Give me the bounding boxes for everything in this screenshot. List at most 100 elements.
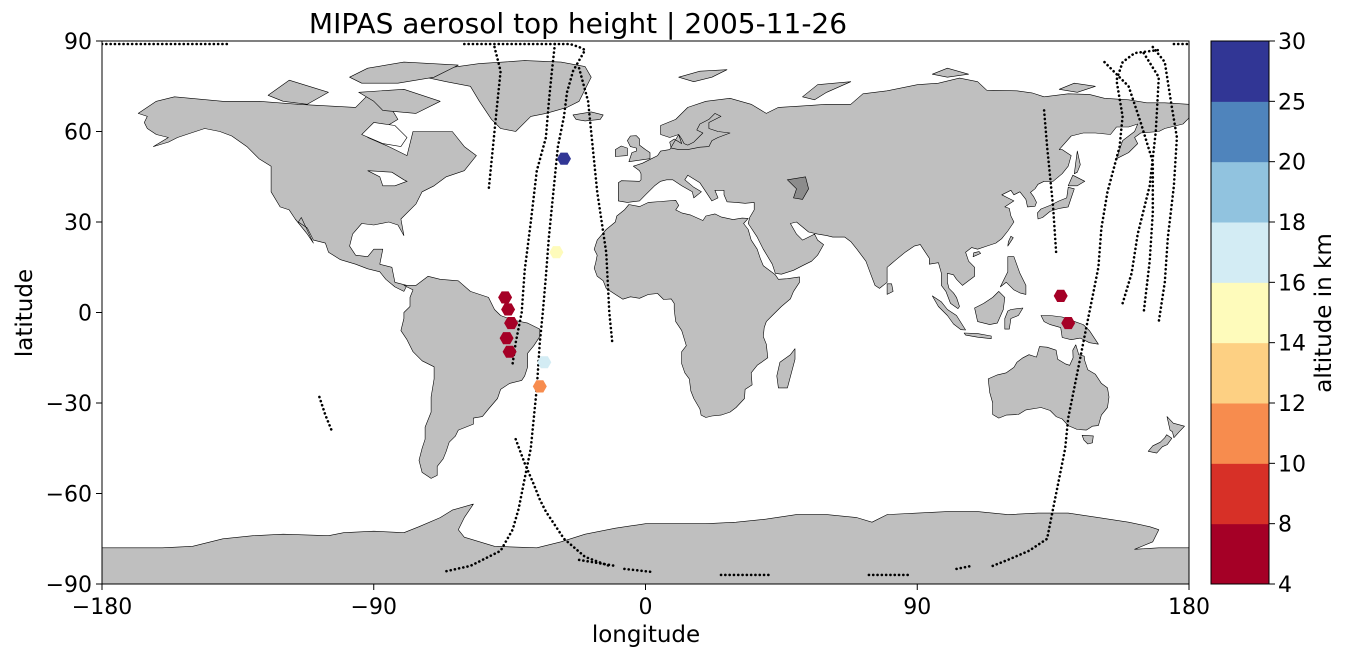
colorbar-tick-label: 8 xyxy=(1278,513,1292,538)
y-axis-label: latitude xyxy=(12,269,38,357)
aerosol-marker-4 xyxy=(504,317,519,330)
land-hainan xyxy=(972,251,981,257)
orbit-track-2 xyxy=(511,42,557,366)
aerosol-markers-layer xyxy=(498,152,1076,393)
orbit-track-11 xyxy=(955,564,973,571)
y-tick-label: 90 xyxy=(64,30,92,55)
land-south-america xyxy=(400,276,541,479)
land-sumatra xyxy=(932,295,966,331)
y-tick-label: −30 xyxy=(46,392,92,417)
orbit-track-6 xyxy=(318,395,333,432)
colorbar: 4 8 10 12 14 16 18 20 25 30 xyxy=(1210,30,1306,598)
land-tasmania xyxy=(1081,435,1094,445)
colorbar-segment-2 xyxy=(1211,403,1269,464)
orbit-track-7 xyxy=(577,558,617,568)
colorbar-tick-label: 16 xyxy=(1278,271,1306,296)
colorbar-frame xyxy=(1210,40,1270,585)
colorbar-tick-label: 18 xyxy=(1278,211,1306,236)
land-iceland xyxy=(572,111,604,122)
orbit-track-1 xyxy=(441,42,587,574)
land-scandinavia-svalbard xyxy=(678,69,728,82)
orbit-track-14 xyxy=(1103,60,1155,314)
colorbar-segment-1 xyxy=(1211,463,1269,525)
colorbar-segment-0 xyxy=(1211,523,1269,585)
land-taiwan-hainan xyxy=(1007,235,1014,247)
land-japan xyxy=(1037,187,1075,220)
land-antarctica xyxy=(102,503,1189,584)
x-axis: −180 −90 0 90 180 xyxy=(72,584,1210,620)
colorbar-tick-label: 20 xyxy=(1278,151,1306,176)
colorbar-tick-label: 12 xyxy=(1278,392,1306,417)
y-tick-label: −60 xyxy=(46,483,92,508)
x-tick-label: 90 xyxy=(903,595,931,620)
y-tick-label: −90 xyxy=(46,573,92,598)
land-severnaya-zemlya xyxy=(932,67,969,78)
water-hudson-bay xyxy=(361,122,408,147)
colorbar-tick-label: 14 xyxy=(1278,332,1306,357)
land-borneo xyxy=(974,291,1006,325)
water-caspian-sea xyxy=(786,176,809,200)
chart-title: MIPAS aerosol top height | 2005-11-26 xyxy=(309,7,847,40)
orbit-track-4 xyxy=(577,66,614,344)
land-canadian-arctic-3 xyxy=(349,61,459,84)
aerosol-marker-0 xyxy=(557,152,571,165)
x-tick-label: −90 xyxy=(351,595,397,620)
aerosol-marker-2 xyxy=(498,291,513,304)
orbit-tracks-layer xyxy=(102,42,1189,577)
y-axis: −90 −60 −30 0 30 60 90 xyxy=(46,30,102,598)
land-greenland xyxy=(424,60,592,132)
colorbar-segment-5 xyxy=(1211,222,1269,283)
aerosol-marker-8 xyxy=(532,380,547,393)
land-new-zealand-north xyxy=(1166,416,1185,438)
land-canadian-arctic-2 xyxy=(358,89,441,114)
aerosol-marker-10 xyxy=(1061,317,1076,330)
y-tick-label: 60 xyxy=(64,121,92,146)
colorbar-tick-label: 25 xyxy=(1278,90,1306,115)
land-new-siberian-islands xyxy=(1058,82,1096,93)
aerosol-marker-1 xyxy=(549,246,564,259)
land-sakhalin xyxy=(1074,150,1081,174)
aerosol-marker-3 xyxy=(501,303,516,316)
orbit-track-5 xyxy=(514,437,611,568)
colorbar-label: altitude in km xyxy=(1311,233,1337,393)
land-hokkaido xyxy=(1067,174,1086,187)
x-tick-label: 180 xyxy=(1168,595,1210,620)
x-tick-label: 0 xyxy=(639,595,653,620)
land-new-zealand-south xyxy=(1147,434,1173,454)
colorbar-segment-6 xyxy=(1211,161,1269,223)
water-great-lakes xyxy=(367,170,408,187)
aerosol-marker-6 xyxy=(502,345,517,358)
orbit-track-15 xyxy=(1151,45,1179,323)
orbit-track-3 xyxy=(487,45,502,194)
colorbar-segment-8 xyxy=(1211,41,1269,102)
land-sulawesi xyxy=(1004,307,1024,330)
orbit-track-16 xyxy=(1121,51,1161,305)
x-tick-label: −180 xyxy=(72,595,132,620)
colorbar-tick-label: 10 xyxy=(1278,452,1306,477)
aerosol-marker-9 xyxy=(1053,289,1068,302)
land-madagascar xyxy=(776,348,796,389)
y-tick-label: 0 xyxy=(78,302,92,327)
land-novaya-zemlya xyxy=(802,81,852,101)
colorbar-tick-label: 4 xyxy=(1278,573,1292,598)
land-north-america xyxy=(137,95,477,292)
land-arabia-sri-lanka xyxy=(886,283,894,295)
colorbar-segment-3 xyxy=(1211,342,1269,404)
x-axis-label: longitude xyxy=(592,622,700,648)
colorbar-segment-7 xyxy=(1211,101,1269,163)
colorbar-segment-4 xyxy=(1211,282,1269,344)
aerosol-marker-5 xyxy=(499,332,514,345)
land-ireland xyxy=(615,145,628,157)
colorbar-tick-label: 30 xyxy=(1278,30,1306,55)
orbit-track-8 xyxy=(623,567,653,574)
orbit-track-12 xyxy=(991,48,1161,568)
aerosol-marker-7 xyxy=(537,356,552,369)
orbit-track-13 xyxy=(1042,109,1058,254)
land-java xyxy=(963,332,992,339)
land-philippines xyxy=(1000,256,1027,295)
land-great-britain xyxy=(627,135,651,162)
land-canadian-arctic-1 xyxy=(267,79,329,105)
y-tick-label: 30 xyxy=(64,211,92,236)
